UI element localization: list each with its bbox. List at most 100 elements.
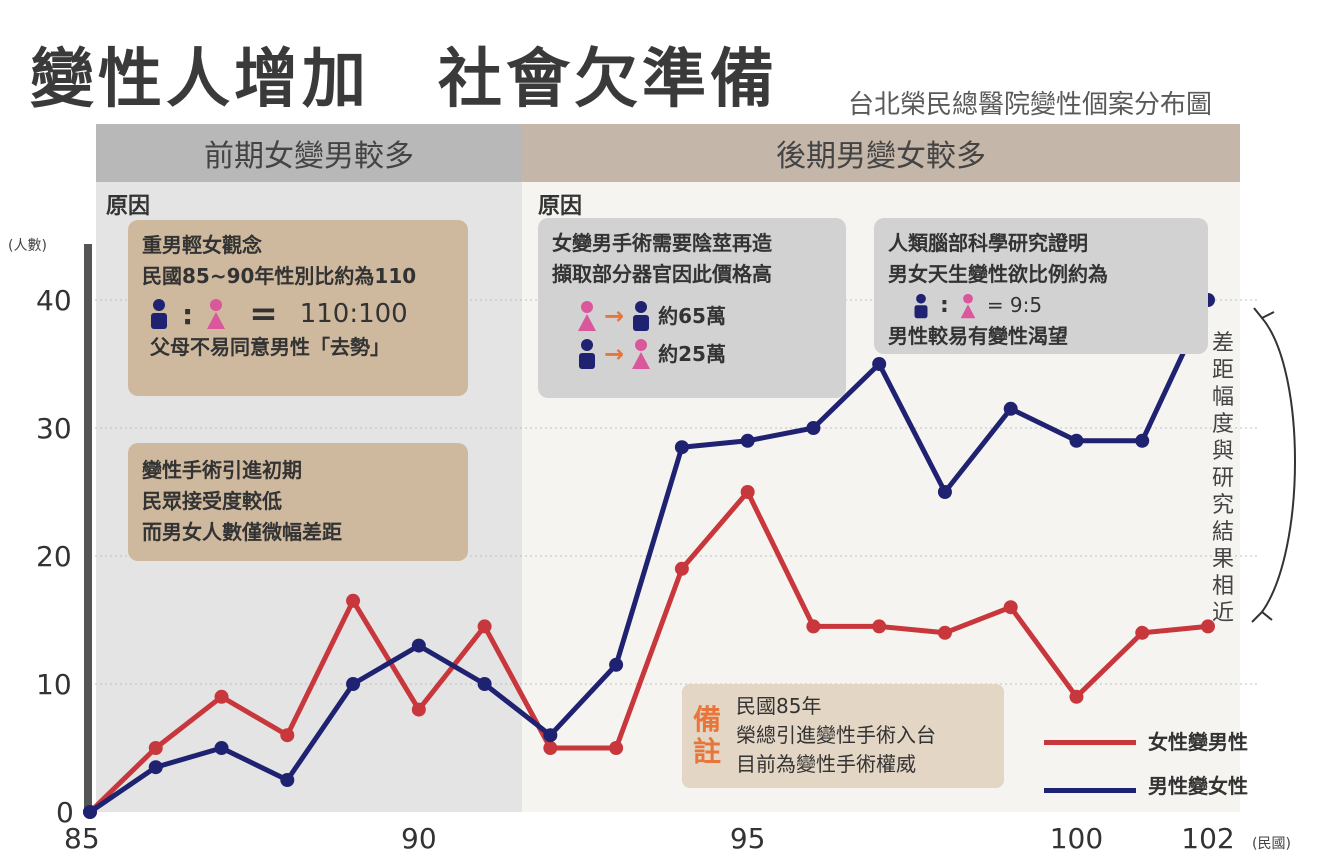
colon-separator: : (940, 293, 949, 318)
x-tick-label: 85 (64, 822, 100, 850)
female-person-icon (207, 299, 226, 329)
series-line-male-to-female (88, 298, 1211, 815)
box3-line1: 女變男手術需要陰莖再造 (552, 231, 772, 255)
remark-line3: 目前為變性手術權威 (736, 752, 916, 776)
remark-text: 民國85年 榮總引進變性手術入台 目前為變性手術權威 (736, 692, 936, 779)
y-tick-label: 0 (56, 796, 74, 829)
data-point-male-to-female (674, 440, 689, 455)
data-point-female-to-male (1135, 625, 1150, 640)
data-point-male-to-female (346, 677, 361, 691)
x-axis-label: (民國) (1252, 836, 1291, 850)
y-tick-label: 20 (36, 540, 72, 573)
x-tick-label: 95 (730, 822, 766, 850)
box1-line2: 民國85~90年性別比約為110 (142, 264, 417, 288)
data-point-female-to-male (346, 593, 361, 608)
female-person-icon (960, 293, 976, 318)
ftm-cost-row: → 約65萬 (576, 300, 832, 332)
box4-ratio-row: : = 9:5 (912, 290, 1194, 321)
y-tick-label: 10 (36, 668, 72, 701)
data-point-male-to-female (477, 677, 492, 691)
x-tick-label: 102 (1181, 822, 1234, 850)
male-person-icon (151, 299, 167, 329)
data-point-female-to-male (806, 619, 821, 634)
reason-box-brain-research: 人類腦部科學研究證明 男女天生變性欲比例約為 : = 9:5 男性較易有變性渴望 (874, 218, 1208, 354)
mtf-cost-row: → 約25萬 (576, 338, 832, 370)
legend-label-male-to-female: 男性變女性 (1148, 774, 1248, 798)
data-point-female-to-male (543, 741, 558, 755)
chart-subtitle: 台北榮民總醫院變性個案分布圖 (848, 90, 1213, 120)
data-point-male-to-female (740, 433, 755, 448)
y-tick-label: 40 (36, 284, 72, 317)
legend-swatch-female-to-male (1044, 740, 1136, 745)
mtf-price: 約25萬 (658, 341, 726, 366)
data-point-male-to-female (83, 805, 97, 819)
reason-box-surgery-cost: 女變男手術需要陰莖再造 擷取部分器官因此價格高 → 約65萬 → 約25萬 (538, 218, 846, 398)
data-point-female-to-male (1201, 619, 1215, 634)
data-point-male-to-female (280, 773, 295, 787)
female-person-icon (578, 301, 596, 331)
male-person-icon (633, 301, 650, 331)
data-point-female-to-male (411, 702, 426, 717)
reason-label-late: 原因 (538, 194, 583, 219)
data-point-female-to-male (280, 728, 295, 743)
data-point-female-to-male (477, 619, 492, 634)
late-period-header: 後期男變女較多 (522, 124, 1240, 182)
female-person-icon (632, 339, 651, 369)
ftm-price: 約65萬 (658, 303, 726, 328)
box4-line4: 男性較易有變性渴望 (888, 324, 1068, 348)
series-line-female-to-male (88, 489, 1209, 814)
y-tick-label: 30 (36, 412, 72, 445)
chart-title: 變性人增加 社會欠準備 (30, 43, 778, 117)
box4-line2: 男女天生變性欲比例約為 (888, 262, 1108, 286)
data-point-male-to-female (1003, 401, 1018, 416)
box3-line2: 擷取部分器官因此價格高 (552, 262, 772, 286)
data-point-male-to-female (872, 357, 887, 371)
box2-line2: 民眾接受度較低 (142, 489, 282, 513)
reason-box-gender-preference: 重男輕女觀念 民國85~90年性別比約為110 : = 110:100 父母不易… (128, 220, 468, 396)
legend-swatch-male-to-female (1044, 788, 1136, 793)
box1-line4: 父母不易同意男性「去勢」 (150, 335, 390, 359)
data-point-male-to-female (937, 485, 952, 499)
double-arrow-icon (1251, 307, 1296, 623)
reason-label-early: 原因 (106, 194, 151, 219)
data-point-female-to-male (937, 625, 952, 640)
colon-separator: : (182, 297, 194, 331)
right-arrow-icon: → (604, 339, 625, 368)
data-point-male-to-female (609, 657, 624, 672)
data-point-male-to-female (1069, 433, 1084, 448)
box2-line1: 變性手術引進初期 (142, 458, 302, 482)
early-period-header: 前期女變男較多 (96, 124, 522, 182)
data-point-female-to-male (674, 561, 689, 576)
data-point-female-to-male (740, 485, 755, 499)
data-point-male-to-female (148, 760, 163, 775)
data-point-female-to-male (214, 689, 229, 704)
data-point-female-to-male (872, 619, 887, 634)
equals-sign: = (249, 293, 278, 334)
remark-line1: 民國85年 (736, 694, 822, 718)
y-axis (84, 244, 92, 814)
box1-line1: 重男輕女觀念 (142, 233, 262, 257)
data-point-male-to-female (806, 421, 821, 435)
remark-label: 備註 (692, 703, 721, 768)
male-person-icon (579, 339, 595, 369)
data-point-male-to-female (1135, 433, 1150, 448)
data-point-female-to-male (609, 741, 624, 755)
box4-line1: 人類腦部科學研究證明 (888, 231, 1088, 255)
data-point-female-to-male (1003, 600, 1018, 615)
data-point-male-to-female (543, 728, 558, 743)
data-point-male-to-female (214, 741, 229, 755)
y-axis-label: (人數) (8, 238, 47, 254)
box4-ratio: = 9:5 (986, 293, 1043, 317)
box1-ratio-row: : = 110:100 (148, 293, 454, 334)
data-point-male-to-female (411, 638, 426, 653)
male-person-icon (914, 293, 928, 318)
remark-box (682, 684, 1004, 788)
x-tick-label: 90 (401, 822, 437, 850)
side-note: 差距幅度與研究結果相近 (1211, 331, 1234, 626)
box2-line3: 而男女人數僅微幅差距 (142, 520, 342, 544)
remark-line2: 榮總引進變性手術入台 (736, 723, 936, 747)
data-point-female-to-male (1069, 689, 1084, 704)
legend-label-female-to-male: 女性變男性 (1148, 730, 1248, 754)
right-arrow-icon: → (604, 301, 625, 330)
